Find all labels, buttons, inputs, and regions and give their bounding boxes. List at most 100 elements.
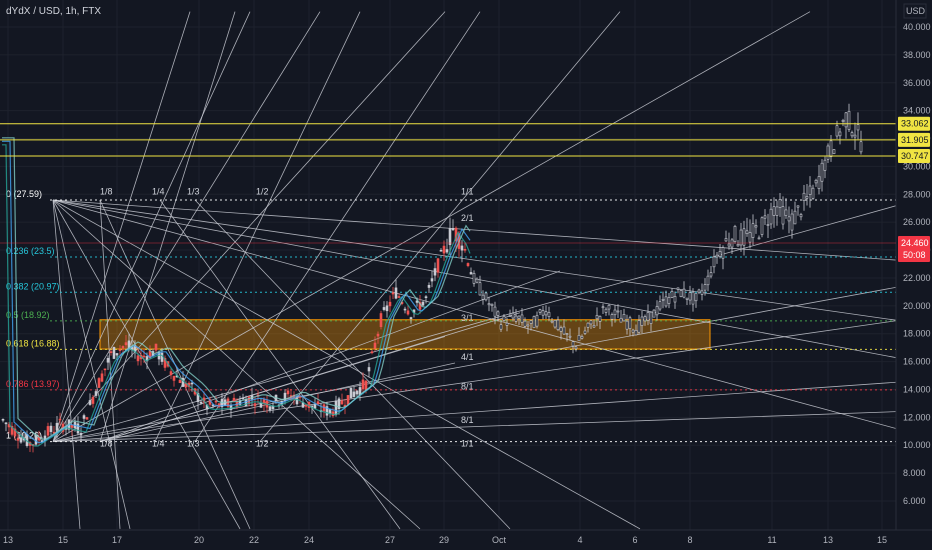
candle-body: [649, 311, 653, 324]
candle-body: [589, 320, 593, 325]
candle-body: [370, 351, 374, 354]
fan-line: [259, 11, 621, 442]
candle-body: [532, 316, 536, 328]
candle-body: [535, 315, 539, 327]
fan-line: [52, 315, 932, 443]
candle-body: [622, 314, 626, 322]
candle-body: [637, 320, 641, 333]
horizontal-levels: [0, 123, 896, 157]
time-tick-label: 6: [632, 535, 637, 545]
candle-body: [550, 320, 554, 323]
candle-body: [427, 285, 431, 288]
time-tick-label: 20: [194, 535, 204, 545]
candle-body: [169, 371, 173, 376]
candle-body: [88, 400, 92, 405]
time-tick-label: 13: [3, 535, 13, 545]
current-price-box: [898, 236, 930, 262]
fan-label: 4/1: [461, 352, 474, 362]
candle-body: [367, 367, 371, 372]
candle-body: [784, 209, 788, 216]
price-tick-label: 10.000: [903, 440, 931, 450]
candle-body: [103, 368, 107, 371]
candle-body: [136, 355, 140, 362]
candle-body: [460, 245, 464, 251]
fan-label: 1/4: [152, 186, 165, 196]
fan-line: [52, 199, 241, 530]
candle-body: [616, 310, 620, 313]
fib-level-label: 0.5 (18.92): [6, 310, 50, 320]
price-tick-label: 14.000: [903, 384, 931, 394]
candle-body: [730, 239, 734, 248]
candle-body: [724, 238, 728, 242]
candle-body: [493, 306, 497, 317]
candle-body: [664, 296, 668, 307]
price-tick-label: 36.000: [903, 78, 931, 88]
candle-body: [697, 289, 701, 293]
candle-body: [325, 406, 329, 416]
candle-body: [799, 214, 803, 218]
candle-body: [787, 216, 791, 222]
fan-label: 2/1: [461, 213, 474, 223]
candle-body: [859, 141, 863, 153]
fan-line: [52, 280, 932, 443]
time-axis[interactable]: 13 15 17 20 22 24 27 29 Oct 4 6 8 11 13 15: [0, 529, 932, 550]
candle-body: [844, 112, 848, 128]
candle-body: [757, 237, 761, 240]
candle-body: [433, 268, 437, 276]
price-tick-label: 18.000: [903, 329, 931, 339]
time-tick-label: 27: [385, 535, 395, 545]
fib-level-label: 0.236 (23.5): [6, 246, 55, 256]
candle-body: [565, 333, 569, 335]
candle-body: [334, 400, 338, 415]
price-tick-label: 20.000: [903, 301, 931, 311]
candle-body: [598, 315, 602, 322]
candle-body: [10, 426, 14, 435]
candle-body: [820, 162, 824, 182]
fib-level-label: 0.786 (13.97): [6, 379, 60, 389]
time-tick-label: 4: [577, 535, 582, 545]
time-tick-label: 8: [687, 535, 692, 545]
fan-line: [99, 199, 121, 529]
candle-body: [523, 320, 527, 327]
fib-level-label: 0 (27.59): [6, 189, 42, 199]
candle-body: [625, 320, 629, 330]
price-level-box-label: 30.747: [901, 151, 929, 161]
candle-body: [658, 301, 662, 310]
candle-body: [760, 217, 764, 235]
candle-body: [259, 402, 263, 408]
candle-body: [835, 125, 839, 137]
candle-body: [472, 273, 476, 284]
candle-body: [409, 317, 413, 320]
candle-body: [736, 244, 740, 247]
candle-body: [583, 330, 587, 334]
moving-average-line: [2, 140, 471, 444]
candle-body: [562, 326, 566, 335]
candle-body: [34, 434, 38, 445]
time-tick-label: 22: [249, 535, 259, 545]
candle-body: [748, 232, 752, 243]
candle-body: [511, 312, 515, 319]
candle-body: [682, 288, 686, 298]
candle-body: [712, 256, 716, 268]
candle-body: [790, 213, 794, 231]
candle-body: [841, 120, 845, 122]
candle-body: [430, 278, 434, 282]
candle-body: [178, 379, 182, 384]
price-tick-label: 16.000: [903, 357, 931, 367]
candle-body: [451, 228, 455, 231]
price-axis[interactable]: USD 6.000 8.000 10.000 12.000 14.000 16.000 18.…: [0, 0, 932, 530]
candle-body: [538, 309, 542, 313]
candle-body: [499, 324, 503, 330]
candle-body: [703, 284, 707, 291]
candle-body: [547, 312, 551, 317]
candle-body: [388, 301, 392, 307]
candle-body: [115, 353, 119, 356]
candle-body: [244, 399, 248, 407]
candle-body: [754, 225, 758, 228]
candle-body: [721, 247, 725, 259]
fan-label: 1/2: [256, 439, 269, 449]
candle-body: [604, 308, 608, 313]
candle-body: [673, 296, 677, 303]
candle-body: [262, 399, 266, 404]
